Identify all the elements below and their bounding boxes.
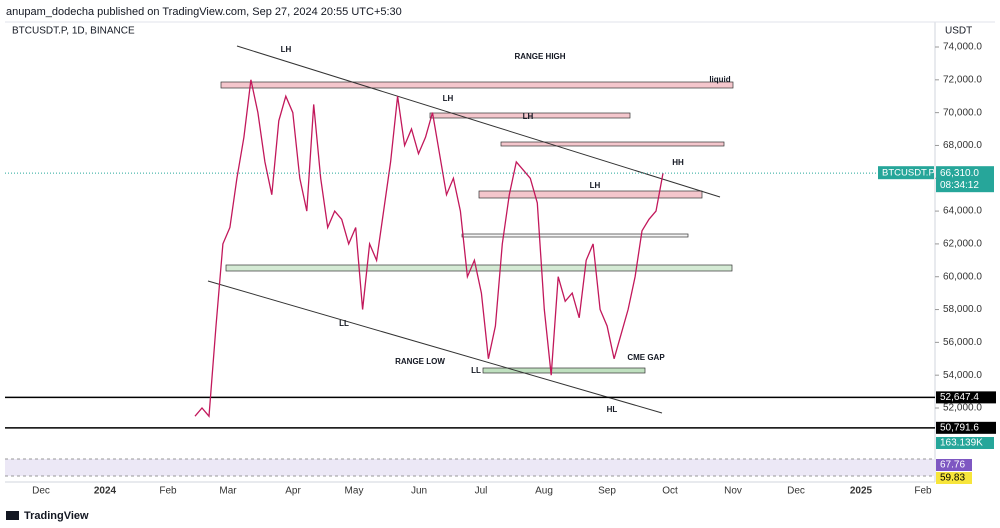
x-tick-label: Jun bbox=[411, 486, 427, 497]
publisher: anupam_dodecha published on TradingView.… bbox=[6, 6, 402, 18]
y-tick-label: 68,000.0 bbox=[943, 140, 982, 151]
annotation: LH bbox=[590, 181, 601, 190]
level-label: 52,647.4 bbox=[940, 392, 979, 403]
currency: USDT bbox=[945, 26, 972, 37]
zone bbox=[478, 190, 703, 199]
y-tick-label: 72,000.0 bbox=[943, 74, 982, 85]
x-tick-label: Dec bbox=[787, 486, 805, 497]
y-tick-label: 62,000.0 bbox=[943, 239, 982, 250]
badge bbox=[936, 472, 972, 484]
level-badge bbox=[936, 391, 996, 404]
price-line bbox=[194, 79, 664, 418]
x-tick-label: Oct bbox=[662, 486, 678, 497]
x-tick-label: Mar bbox=[219, 486, 237, 497]
y-tick-label: 58,000.0 bbox=[943, 304, 982, 315]
badge bbox=[936, 166, 994, 193]
x-tick-label: Aug bbox=[535, 486, 553, 497]
y-tick-label: 56,000.0 bbox=[943, 337, 982, 348]
symbol-badge: BTCUSDT.P bbox=[882, 168, 935, 179]
y-tick-label: 52,000.0 bbox=[943, 403, 982, 414]
x-tick-label: 2025 bbox=[850, 486, 873, 497]
annotation: LL bbox=[339, 319, 349, 328]
zone bbox=[461, 233, 689, 238]
x-tick-label: Dec bbox=[32, 486, 50, 497]
annotation: CME GAP bbox=[627, 353, 665, 362]
annotation: LH bbox=[443, 94, 454, 103]
y-tick-label: 54,000.0 bbox=[943, 370, 982, 381]
zone bbox=[220, 81, 734, 89]
annotation: RANGE HIGH bbox=[514, 52, 565, 61]
y-tick-label: 74,000.0 bbox=[943, 42, 982, 53]
last-price-label: 66,310.0 bbox=[940, 168, 979, 179]
trendline bbox=[207, 280, 663, 414]
zone bbox=[500, 141, 725, 147]
x-tick-label: Feb bbox=[159, 486, 177, 497]
rsi-label: 59.83 bbox=[940, 473, 965, 484]
y-tick-label: 70,000.0 bbox=[943, 107, 982, 118]
annotation: RANGE LOW bbox=[395, 357, 445, 366]
annotation: HH bbox=[672, 158, 684, 167]
annotation: liquid bbox=[709, 75, 730, 84]
annotation: LH bbox=[281, 45, 292, 54]
rsi-label: 67.76 bbox=[940, 460, 965, 471]
x-tick-label: May bbox=[345, 486, 364, 497]
x-tick-label: Apr bbox=[285, 486, 301, 497]
zone bbox=[429, 112, 631, 119]
annotation: HL bbox=[607, 405, 618, 414]
x-tick-label: Nov bbox=[724, 486, 742, 497]
trendline bbox=[236, 45, 721, 198]
x-tick-label: Feb bbox=[914, 486, 932, 497]
symbol: BTCUSDT.P, 1D, BINANCE bbox=[12, 26, 135, 37]
volume-label: 163.139K bbox=[940, 438, 983, 449]
badge bbox=[878, 166, 934, 180]
level-badge bbox=[936, 421, 996, 434]
countdown: 08:34:12 bbox=[940, 180, 979, 191]
annotation: LL bbox=[471, 366, 481, 375]
y-tick-label: 60,000.0 bbox=[943, 271, 982, 282]
zone bbox=[225, 264, 733, 272]
badge bbox=[936, 459, 972, 471]
x-tick-label: 2024 bbox=[94, 486, 117, 497]
x-tick-label: Jul bbox=[475, 486, 488, 497]
level-label: 50,791.6 bbox=[940, 422, 979, 433]
badge bbox=[936, 437, 994, 449]
annotation: LH bbox=[523, 112, 534, 121]
footer-logo: TradingView bbox=[24, 510, 89, 522]
zone bbox=[482, 367, 646, 374]
rsi-band bbox=[5, 459, 935, 476]
y-tick-label: 64,000.0 bbox=[943, 206, 982, 217]
x-tick-label: Sep bbox=[598, 486, 616, 497]
logo-icon bbox=[6, 511, 19, 520]
